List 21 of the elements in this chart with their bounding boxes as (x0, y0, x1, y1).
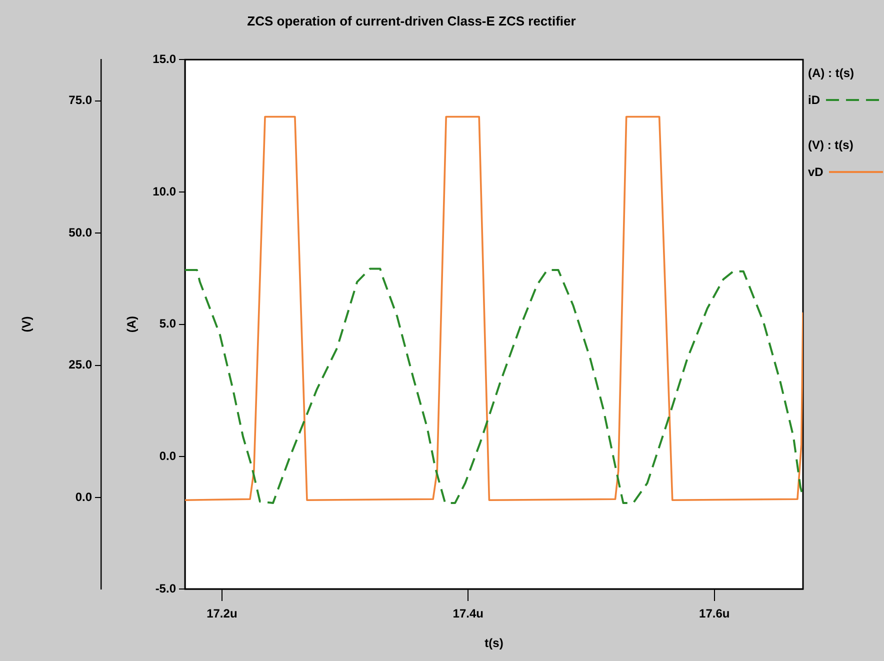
y2-tick-label: 5.0 (159, 316, 176, 331)
x-tick-label: 17.6u (699, 606, 730, 621)
text: (V) : t(s) (808, 138, 854, 154)
x-tick-label: 17.2u (206, 606, 238, 621)
y-axis-title: (V) (20, 316, 34, 332)
text: (A) : t(s) (808, 66, 855, 82)
y2-tick-label: -5.0 (155, 581, 176, 596)
y-tick-label: 25.0 (68, 358, 92, 372)
x-tick-label: 17.4u (452, 606, 484, 621)
y-tick-label: 75.0 (68, 93, 92, 108)
line-series (185, 268, 803, 504)
y2-axis-title: (A) (124, 316, 139, 333)
y-tick-label: 50.0 (68, 225, 92, 240)
y2-tick-label: 15.0 (152, 52, 176, 66)
chart-title: ZCS operation of current-driven Class-E ZCS rectifier (247, 13, 576, 28)
y2-tick-label: 0.0 (159, 448, 176, 463)
y-tick-label: 0.0 (75, 490, 92, 504)
legend-label: vD (808, 165, 824, 179)
x-axis-title: t(s) (484, 636, 504, 650)
legend-label: iD (808, 93, 820, 107)
y2-tick-label: 10.0 (152, 184, 176, 198)
